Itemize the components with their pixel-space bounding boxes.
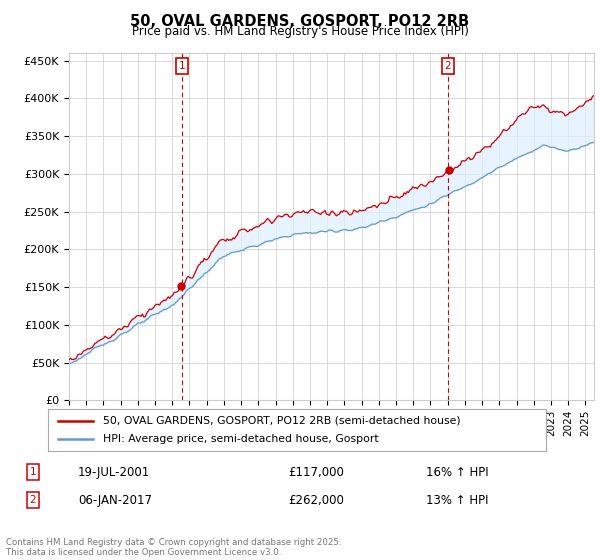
Text: Price paid vs. HM Land Registry's House Price Index (HPI): Price paid vs. HM Land Registry's House … [131, 25, 469, 38]
Text: 1: 1 [29, 467, 37, 477]
Text: 2: 2 [445, 61, 451, 71]
Text: 06-JAN-2017: 06-JAN-2017 [78, 493, 152, 507]
Text: Contains HM Land Registry data © Crown copyright and database right 2025.
This d: Contains HM Land Registry data © Crown c… [6, 538, 341, 557]
Text: 13% ↑ HPI: 13% ↑ HPI [426, 493, 488, 507]
Text: HPI: Average price, semi-detached house, Gosport: HPI: Average price, semi-detached house,… [103, 434, 379, 444]
Text: 19-JUL-2001: 19-JUL-2001 [78, 465, 150, 479]
Text: 16% ↑ HPI: 16% ↑ HPI [426, 465, 488, 479]
Text: 2: 2 [29, 495, 37, 505]
Text: 1: 1 [178, 61, 185, 71]
Text: £117,000: £117,000 [288, 465, 344, 479]
Text: 50, OVAL GARDENS, GOSPORT, PO12 2RB (semi-detached house): 50, OVAL GARDENS, GOSPORT, PO12 2RB (sem… [103, 416, 460, 426]
Text: 50, OVAL GARDENS, GOSPORT, PO12 2RB: 50, OVAL GARDENS, GOSPORT, PO12 2RB [130, 14, 470, 29]
Text: £262,000: £262,000 [288, 493, 344, 507]
